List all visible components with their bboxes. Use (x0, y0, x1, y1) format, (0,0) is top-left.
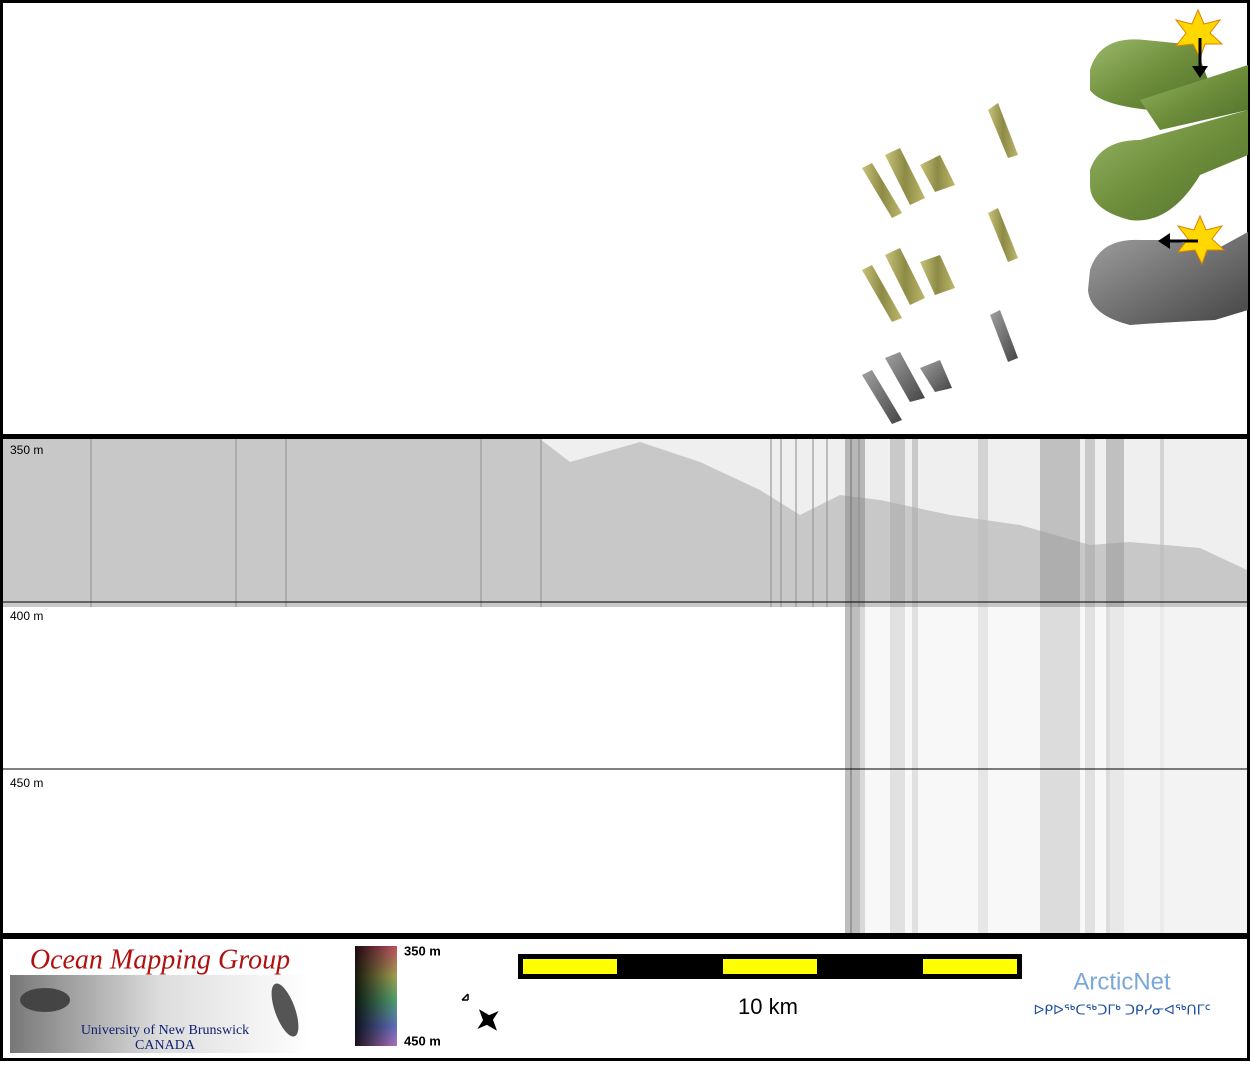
colorbar: 350 m 450 m (355, 943, 441, 1048)
swath (1090, 110, 1248, 221)
swath (988, 208, 1018, 262)
depth-label: 350 m (10, 443, 43, 457)
stripe (285, 439, 287, 607)
logo-background (10, 975, 310, 1053)
map-panel (0, 0, 1250, 437)
depth-label: 400 m (10, 609, 43, 623)
swath (885, 248, 925, 305)
swath (885, 352, 925, 402)
swath (862, 370, 902, 424)
swath (920, 155, 955, 192)
survey-swaths (862, 39, 1248, 424)
stripe (826, 439, 828, 607)
stripe (812, 439, 814, 607)
compass-star (477, 1009, 499, 1031)
partner-syllabics: ᐅᑭᐅᖅᑕᖅᑐᒥᒃ ᑐᑭᓯᓂᐊᖅᑎᒥᑦ (1033, 1002, 1210, 1018)
stripe (235, 439, 237, 607)
swath (1140, 65, 1248, 130)
star-marker (1176, 214, 1226, 266)
stripe (480, 439, 482, 607)
event-markers (1158, 8, 1226, 266)
arcticnet-logo: ArcticNet ᐅᑭᐅᖅᑕᖅᑐᒥᒃ ᑐᑭᓯᓂᐊᖅᑎᒥᑦ (1033, 968, 1210, 1017)
partner-name: ArcticNet (1073, 968, 1171, 995)
swath (990, 310, 1018, 362)
colorbar-label: 350 m (404, 943, 441, 958)
swath (920, 255, 955, 295)
ocean-mapping-logo: Ocean Mapping Group University of New Br… (10, 944, 310, 1053)
swath (862, 163, 902, 218)
arrow-head (1192, 66, 1208, 78)
logo-country: CANADA (135, 1038, 196, 1053)
logo-subtitle: University of New Brunswick (81, 1023, 249, 1038)
swath (1088, 232, 1248, 325)
scale-bar-label: 10 km (738, 994, 798, 1019)
logo-image (271, 983, 299, 1037)
colorbar-label: 450 m (404, 1033, 441, 1048)
scale-bar-segment (723, 959, 817, 974)
arrow-head (1158, 233, 1170, 249)
stripe (780, 439, 782, 607)
logo-title: Ocean Mapping Group (30, 944, 290, 975)
north-symbol (461, 993, 469, 1001)
north-arrow (461, 993, 499, 1031)
water-column-stripes (90, 439, 1247, 933)
logo-image (20, 988, 70, 1012)
seafloor-echo (3, 439, 1247, 607)
swath (885, 148, 925, 205)
scale-bar: 10 km (518, 954, 1022, 1019)
scale-bar-segment (923, 959, 1017, 974)
depth-label: 450 m (10, 776, 43, 790)
swath (920, 360, 952, 392)
stripe (850, 439, 852, 933)
colorbar-shade (355, 946, 397, 1046)
swath (862, 265, 902, 322)
stripe (795, 439, 797, 607)
swath (988, 103, 1018, 158)
stripe (770, 439, 772, 607)
scale-bar-segment (523, 959, 617, 974)
stripe (540, 439, 542, 607)
stripe (90, 439, 92, 607)
stripe (860, 607, 1247, 933)
